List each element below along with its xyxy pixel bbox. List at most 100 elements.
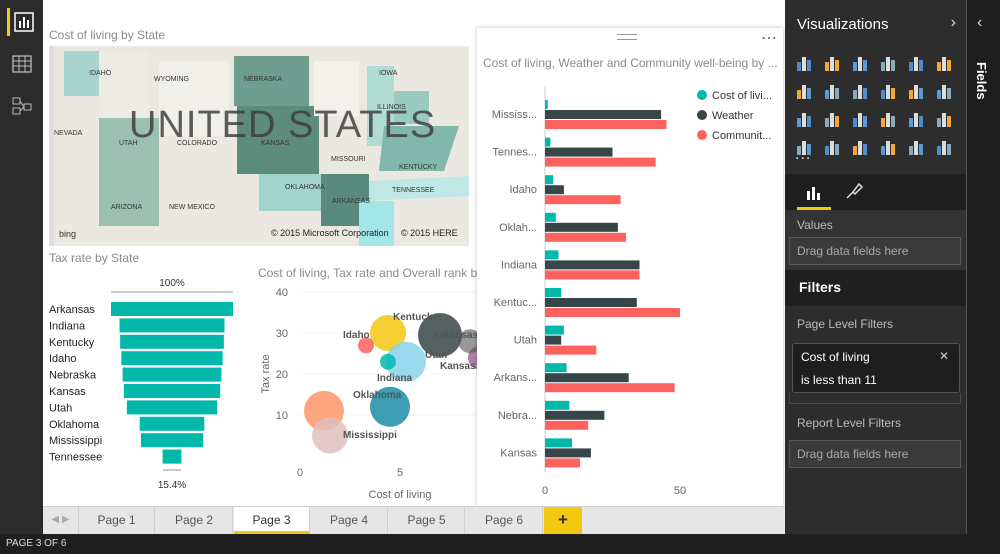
funnel-chart: 100% Arkansas Indiana Kentucky Idaho Nebraska… bbox=[49, 278, 233, 491]
bar-segment bbox=[545, 157, 656, 167]
tab-page-3[interactable]: Page 3 bbox=[234, 507, 310, 534]
add-page-button[interactable]: + bbox=[544, 507, 582, 534]
y-tick-label: 40 bbox=[276, 287, 288, 299]
viz-icon-bar bbox=[914, 57, 918, 71]
bubble-point bbox=[370, 315, 406, 351]
viz-icon-bar bbox=[825, 118, 829, 127]
viz-type-icon bbox=[851, 54, 869, 72]
bar-segment bbox=[545, 110, 662, 119]
report-filters-label: Report Level Filters bbox=[797, 416, 902, 430]
funnel-visual[interactable]: 100% Arkansas Indiana Kentucky Idaho Nebraska… bbox=[43, 270, 253, 500]
tab-page-5[interactable]: Page 5 bbox=[389, 507, 465, 534]
viz-icon-bar bbox=[863, 144, 867, 155]
viz-type-icon bbox=[879, 110, 897, 128]
viz-icon-bar bbox=[858, 141, 862, 155]
values-dropzone[interactable]: Drag data fields here bbox=[789, 237, 961, 265]
bar-category-label: Nebra... bbox=[498, 410, 537, 422]
report-view-icon[interactable] bbox=[7, 8, 37, 36]
expand-fields-icon[interactable]: ‹ bbox=[977, 14, 983, 31]
viz-type-icon bbox=[851, 110, 869, 128]
viz-type-icon bbox=[907, 110, 925, 128]
viz-type-icon bbox=[795, 138, 813, 156]
bubble-point bbox=[458, 329, 482, 354]
tab-page-2[interactable]: Page 2 bbox=[157, 507, 233, 534]
tab-scroll-arrows-icon[interactable]: ◀ ▶ bbox=[43, 507, 79, 534]
viz-icon-bar bbox=[835, 144, 839, 155]
viz-icon-bar bbox=[881, 118, 885, 127]
viz-icon-bar bbox=[886, 57, 890, 71]
bar-segment bbox=[545, 438, 572, 448]
bubble-point bbox=[386, 341, 426, 382]
x-tick-label: 0 bbox=[297, 467, 303, 479]
filter-close-icon[interactable]: ✕ bbox=[938, 349, 949, 363]
bar-visual[interactable]: ⋯ Cost of living, Weather and Community … bbox=[477, 28, 783, 506]
format-paint-roller-icon[interactable] bbox=[843, 180, 869, 206]
funnel-category-label: Arkansas bbox=[49, 304, 95, 316]
more-visuals-icon[interactable]: ... bbox=[795, 146, 812, 163]
bar-segment bbox=[545, 420, 589, 430]
values-section: Values Drag data fields here bbox=[785, 210, 966, 270]
viz-icon-bar bbox=[863, 60, 867, 71]
viz-icon-bar bbox=[807, 88, 811, 99]
viz-type-icon bbox=[879, 82, 897, 100]
state-label: ARKANSAS bbox=[332, 198, 371, 205]
tab-page-4[interactable]: Page 4 bbox=[312, 507, 388, 534]
viz-type-icon bbox=[795, 110, 813, 128]
filter-condition: is less than 11 bbox=[801, 373, 877, 387]
bubble-point bbox=[358, 337, 374, 354]
viz-icon-bar bbox=[830, 57, 834, 71]
tab-page-1[interactable]: Page 1 bbox=[79, 507, 155, 534]
state-label: COLORADO bbox=[177, 140, 218, 147]
funnel-bar bbox=[121, 351, 223, 366]
bar-segment bbox=[545, 458, 581, 468]
viz-type-icon bbox=[907, 54, 925, 72]
funnel-category-label: Indiana bbox=[49, 320, 86, 332]
tab-page-6[interactable]: Page 6 bbox=[467, 507, 543, 534]
bar-segment bbox=[545, 335, 562, 345]
bar-segment bbox=[545, 232, 626, 242]
viz-icon-bar bbox=[802, 141, 806, 155]
bar-category-label: Idaho bbox=[509, 184, 537, 196]
bar-segment bbox=[545, 222, 618, 232]
viz-icon-bar bbox=[947, 116, 951, 127]
viz-subtabs bbox=[785, 174, 966, 210]
funnel-bar bbox=[123, 384, 221, 398]
filter-card-cost-of-living[interactable]: Cost of living ✕ is less than 11 bbox=[792, 343, 960, 393]
viz-icon-bar bbox=[797, 62, 801, 71]
fields-pane-collapsed[interactable]: ‹ Fields bbox=[966, 0, 1000, 534]
viz-type-grid[interactable] bbox=[785, 48, 966, 163]
viz-icon-bar bbox=[797, 146, 801, 155]
bar-segment bbox=[545, 448, 591, 458]
viz-icon-bar bbox=[853, 146, 857, 155]
report-canvas: Cost of living by State UNITED bbox=[43, 0, 785, 506]
status-bar: PAGE 3 OF 6 bbox=[0, 534, 1000, 554]
fields-tab-icon[interactable] bbox=[797, 180, 831, 210]
values-label: Values bbox=[797, 218, 833, 232]
state-label: NEVADA bbox=[54, 130, 83, 137]
viz-type-icon bbox=[823, 54, 841, 72]
funnel-category-label: Kansas bbox=[49, 386, 86, 398]
data-view-icon[interactable] bbox=[7, 50, 37, 78]
funnel-category-label: Mississippi bbox=[49, 435, 102, 447]
viz-icon-bar bbox=[802, 113, 806, 127]
state-label: MISSOURI bbox=[331, 156, 366, 163]
bar-segment bbox=[545, 325, 564, 335]
funnel-category-label: Oklahoma bbox=[49, 419, 100, 431]
bubble-label: Idaho bbox=[343, 330, 370, 341]
viz-icon-bar bbox=[942, 57, 946, 71]
relationships-view-icon[interactable] bbox=[7, 92, 37, 120]
state-label: KANSAS bbox=[261, 140, 290, 147]
viz-icon-bar bbox=[830, 141, 834, 155]
bar-category-label: Arkans... bbox=[494, 372, 537, 384]
funnel-title: Tax rate by State bbox=[49, 251, 140, 265]
report-filters-dropzone[interactable]: Drag data fields here bbox=[789, 440, 961, 468]
map-visual[interactable]: UNITED STATES IDAHO WYOMING NEBRASKA IOWA IL… bbox=[49, 46, 469, 246]
filters-title: Filters bbox=[799, 279, 842, 295]
collapse-viz-icon[interactable]: › bbox=[950, 14, 956, 31]
drag-handle-icon[interactable] bbox=[617, 34, 637, 40]
viz-type-icon bbox=[935, 82, 953, 100]
viz-icon-bar bbox=[807, 60, 811, 71]
more-options-icon[interactable]: ⋯ bbox=[761, 30, 777, 47]
viz-type-icon bbox=[879, 138, 897, 156]
